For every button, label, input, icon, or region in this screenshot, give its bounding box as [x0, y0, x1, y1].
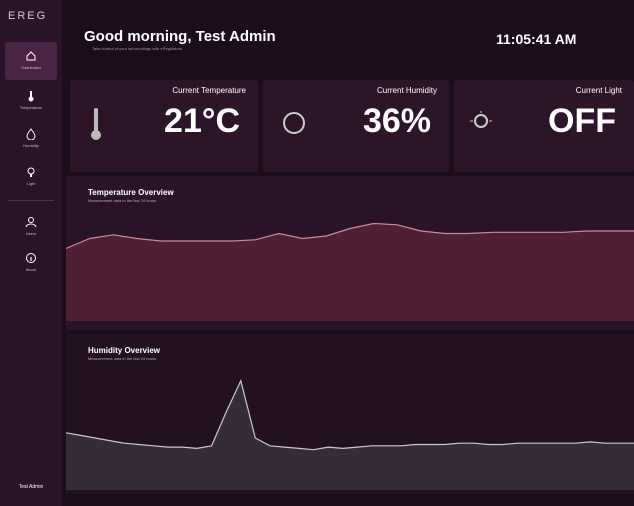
nav-label: Light: [26, 181, 36, 186]
area: [66, 223, 634, 321]
card: Current Humidity 36%: [263, 80, 449, 172]
logo: EREG: [8, 10, 48, 22]
card-title: Current Light: [575, 86, 622, 95]
greeting: Good morning, Test Admin: [84, 28, 276, 45]
nav-label: Dashboard: [21, 65, 41, 70]
card-value: 21°C: [164, 102, 240, 140]
chart-panel: Temperature Overview Measurement data in …: [66, 176, 634, 330]
chart-title: Temperature Overview: [88, 188, 174, 197]
nav-item[interactable]: Light: [4, 166, 58, 186]
nav-item[interactable]: Humidity: [4, 128, 58, 148]
active-nav-bg: [5, 42, 57, 80]
nav-label: Temperature: [19, 105, 43, 110]
card-title: Current Humidity: [376, 86, 437, 95]
divider: [8, 200, 54, 201]
bulb-icon: [470, 111, 492, 128]
nav-item[interactable]: Users: [4, 216, 58, 236]
card-value: 36%: [362, 102, 431, 140]
nav-label: About: [25, 267, 37, 272]
nav-item[interactable]: Temperature: [4, 90, 58, 110]
nav-item[interactable]: Dashboard: [4, 50, 58, 70]
nav-item[interactable]: About: [4, 252, 58, 272]
clock: 11:05:41 AM: [496, 31, 577, 47]
user-name: Test Admin: [18, 484, 44, 490]
area: [66, 380, 634, 490]
card-value: OFF: [548, 102, 616, 140]
chart-subtitle: Measurement data in the last 24 hours: [88, 198, 157, 203]
line: [66, 222, 634, 250]
chart-title: Humidity Overview: [88, 346, 161, 355]
chart: [66, 222, 634, 321]
chart: [66, 379, 634, 490]
drop-icon: [283, 112, 305, 134]
sidebar: EREG Dashboard Temperature Humidity Ligh…: [0, 0, 62, 506]
subtitle: Take control of your surroundings with e…: [92, 46, 183, 51]
chart-panel: Humidity Overview Measurement data in the…: [66, 334, 634, 494]
thermo-icon: [91, 108, 101, 140]
card: Current Temperature 21°C: [70, 80, 258, 172]
nav-label: Users: [25, 231, 37, 236]
line: [66, 379, 634, 451]
card: Current Light OFF: [454, 80, 634, 172]
chart-subtitle: Measurement data in the last 24 hours: [88, 356, 157, 361]
nav-label: Humidity: [23, 143, 39, 148]
card-title: Current Temperature: [172, 86, 246, 95]
